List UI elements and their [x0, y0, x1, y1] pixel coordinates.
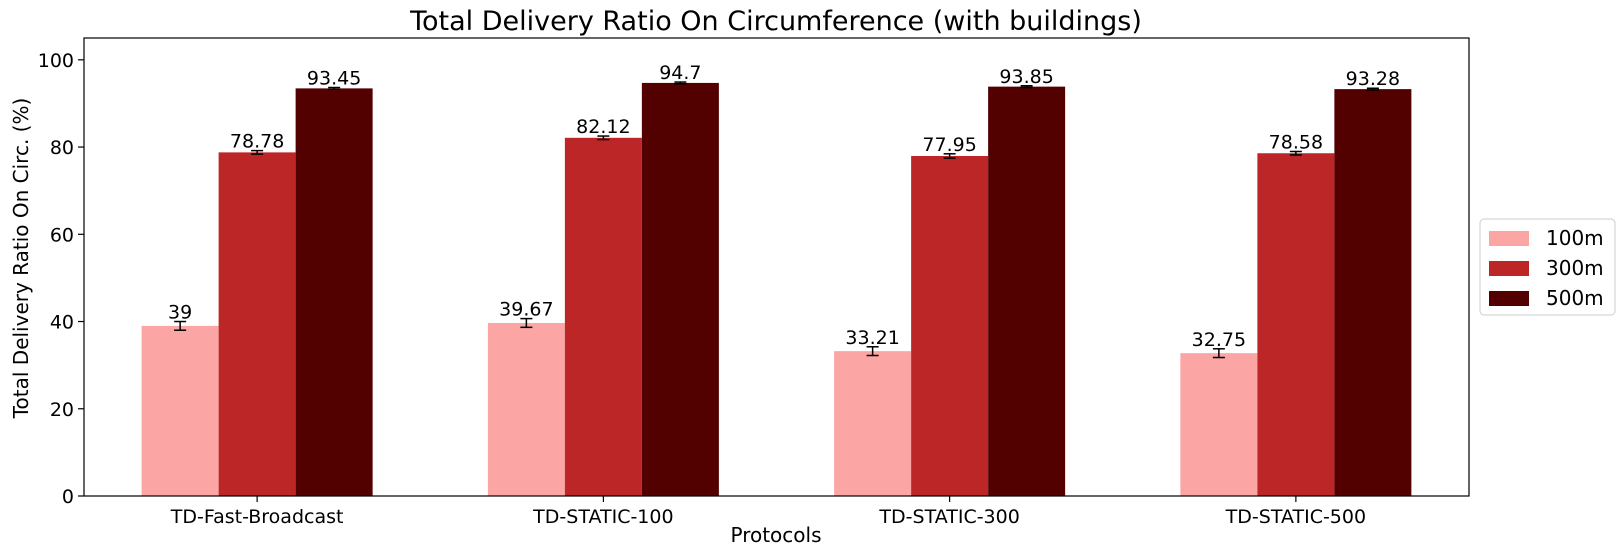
y-tick-label: 20: [50, 399, 74, 421]
bar-500m-3: [1334, 89, 1412, 496]
y-tick-label: 0: [62, 486, 74, 508]
data-label: 33.21: [845, 327, 899, 349]
legend-swatch-300m: [1489, 261, 1529, 276]
bar-300m-0: [218, 152, 296, 496]
bar-300m-1: [564, 137, 642, 496]
legend-label-300m: 300m: [1546, 256, 1604, 280]
data-label: 78.78: [230, 131, 284, 153]
data-label: 93.85: [999, 66, 1053, 88]
legend-swatch-100m: [1489, 231, 1529, 246]
x-tick-label: TD-STATIC-100: [532, 506, 673, 528]
bar-300m-2: [911, 155, 989, 497]
y-tick-label: 100: [38, 50, 74, 72]
bar-500m-1: [641, 82, 719, 497]
legend-label-100m: 100m: [1546, 226, 1604, 250]
y-axis-label: Total Delivery Ratio On Circ. (%): [9, 98, 33, 420]
legend-label-500m: 500m: [1546, 286, 1604, 310]
x-tick-label: TD-Fast-Broadcast: [170, 506, 344, 528]
legend-swatch-500m: [1489, 291, 1529, 306]
y-tick-label: 80: [50, 137, 74, 159]
bar-100m-1: [487, 322, 565, 496]
y-tick-label: 60: [50, 224, 74, 246]
bar-300m-3: [1257, 153, 1335, 497]
data-label: 82.12: [576, 116, 630, 138]
data-label: 93.45: [307, 68, 361, 90]
data-label: 94.7: [659, 62, 701, 84]
data-label: 78.58: [1269, 131, 1323, 153]
x-tick-label: TD-STATIC-500: [1225, 506, 1366, 528]
bar-500m-2: [988, 86, 1066, 496]
data-label: 93.28: [1346, 68, 1400, 90]
x-tick-label: TD-STATIC-300: [878, 506, 1019, 528]
x-axis-label: Protocols: [730, 523, 821, 547]
y-tick-label: 40: [50, 312, 74, 334]
bar-100m-3: [1180, 353, 1258, 496]
bar-500m-0: [295, 88, 373, 496]
plot-frame: [83, 37, 1470, 497]
legend: 100m 300m 500m: [1479, 218, 1616, 316]
data-label: 77.95: [922, 134, 976, 156]
bar-100m-2: [834, 351, 912, 496]
bar-100m-0: [141, 325, 219, 496]
chart-title: Total Delivery Ratio On Circumference (w…: [409, 6, 1142, 37]
data-label: 39: [168, 302, 192, 324]
plot-area: 39 78.78 93.45 TD-Fast-Broadcast 39.67 82.12 9…: [38, 37, 1470, 528]
data-label: 32.75: [1192, 329, 1246, 351]
data-label: 39.67: [499, 299, 553, 321]
